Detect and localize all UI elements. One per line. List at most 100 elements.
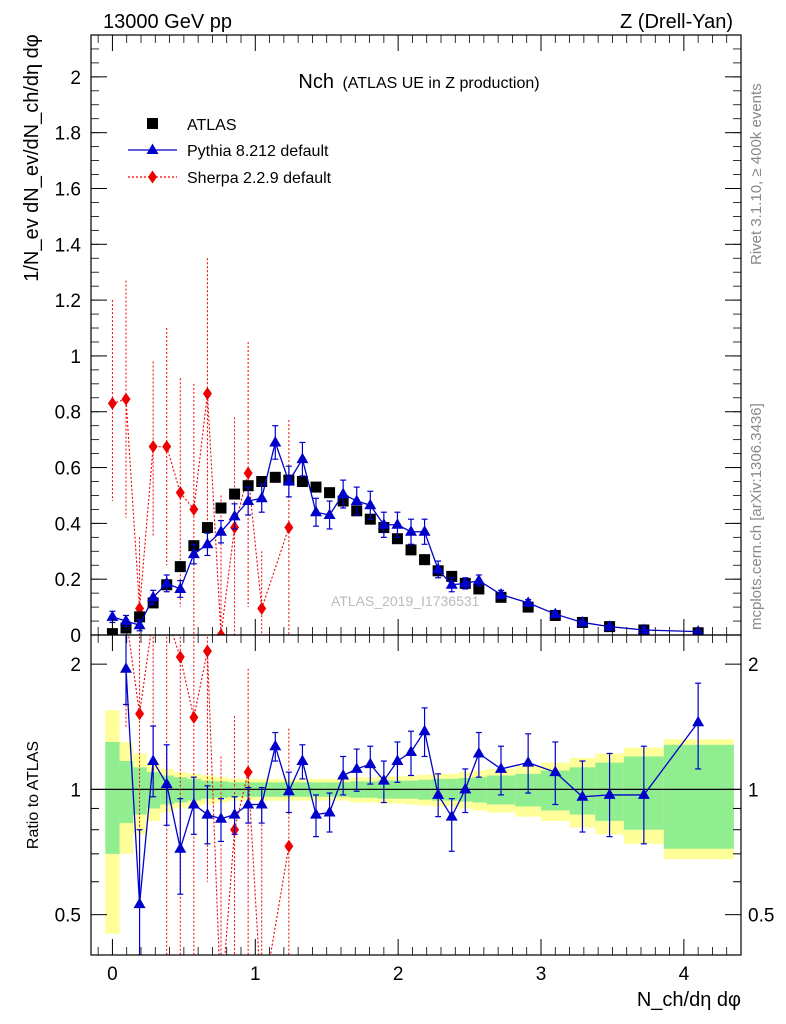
ratio-y-tick-label: 1 [70, 780, 81, 801]
sherpa-point [162, 440, 172, 454]
rivet-label: Rivet 3.1.10, ≥ 400k events [748, 83, 765, 265]
ratio-y-tick-label-right: 1 [748, 780, 759, 801]
pythia-point [160, 576, 173, 588]
main-axes: 0 0.2 0.4 0.6 0.8 1 1.2 1.4 1.6 1.8 2 [55, 35, 741, 647]
ratio-pythia-point [310, 808, 322, 819]
uncertainty-band-inner [119, 761, 134, 824]
ratio-pythia-point [459, 782, 472, 794]
pythia-point [147, 590, 160, 602]
ratio-sherpa-point [189, 710, 199, 724]
ratio-sherpa-point [202, 644, 212, 658]
ratio-pythia-point [255, 797, 268, 809]
y-tick-label: 0.4 [55, 514, 82, 535]
pythia-point [269, 435, 282, 447]
y-tick-label: 0.2 [55, 570, 81, 591]
pythia-point [255, 491, 268, 503]
atlas-point [174, 561, 186, 573]
pythia-point [576, 615, 589, 627]
ratio-pythia-point [133, 897, 146, 909]
uncertainty-band-inner [105, 741, 120, 854]
x-tick-label: 4 [679, 964, 690, 985]
plot-title-sub: (ATLAS UE in Z production) [342, 75, 539, 92]
pythia-point [549, 607, 562, 619]
pythia-point [174, 582, 187, 593]
ratio-pythia-point [296, 754, 309, 766]
pythia-point [228, 509, 241, 521]
ratio-pythia-point [174, 842, 187, 853]
atlas-point [324, 487, 336, 499]
plot-title-main: Nch [298, 71, 334, 93]
atlas-point [473, 583, 485, 595]
pythia-point [459, 576, 472, 588]
x-tick-label: 3 [536, 964, 547, 985]
pythia-point [522, 596, 535, 607]
pythia-point [215, 525, 227, 536]
ratio-sherpa-point [284, 839, 294, 853]
ratio-pythia-point [637, 788, 650, 799]
atlas-point [201, 522, 213, 534]
legend-atlas-marker [147, 118, 158, 129]
legend-pythia-label: Pythia 8.212 default [187, 143, 329, 160]
atlas-point [296, 476, 308, 488]
pythia-point [133, 618, 146, 630]
pythia-point [120, 614, 132, 626]
ratio-pythia-point [120, 662, 132, 673]
ratio-pythia-point [364, 757, 377, 769]
ratio-pythia-point [215, 812, 227, 823]
pythia-point [432, 562, 445, 574]
sherpa-line [112, 393, 290, 635]
sherpa-point [202, 387, 212, 401]
y-tick-label: 0.8 [55, 403, 81, 424]
pythia-point [201, 537, 214, 549]
uncertainty-band-inner [133, 767, 147, 815]
atlas-point [419, 554, 431, 566]
ratio-pythia-point [603, 788, 616, 799]
pythia-point [337, 487, 350, 499]
atlas-point [229, 488, 241, 500]
pythia-point [242, 494, 255, 506]
ratio-y-tick-label: 2 [70, 655, 81, 676]
sherpa-point [189, 502, 199, 516]
ratio-pythia-point [187, 797, 200, 809]
ratio-pythia-point [445, 810, 458, 821]
ratio-frame [90, 634, 742, 956]
ratio-pythia-point [472, 746, 485, 758]
pythia-point [282, 475, 295, 486]
atlas-point [405, 544, 417, 556]
ratio-axes: 0.5 0.5 1 1 2 2 0 1 2 3 4 [55, 635, 774, 985]
atlas-point [269, 471, 281, 483]
ratio-pythia-point [522, 756, 535, 767]
atlas-point [242, 480, 254, 492]
x-tick-label: 0 [107, 964, 118, 985]
y-tick-label: 1.8 [55, 124, 81, 145]
pythia-point [418, 525, 431, 536]
atlas-point [391, 533, 403, 545]
header-right: Z (Drell-Yan) [620, 11, 733, 33]
y-tick-label: 1 [70, 347, 81, 368]
ratio-pythia-point [269, 739, 282, 751]
ratio-sherpa-point [217, 1000, 226, 1013]
ratio-sherpa-point [149, 610, 158, 623]
legend-pythia-marker [146, 143, 159, 154]
sherpa-point [257, 601, 267, 615]
header-left: 13000 GeV pp [103, 11, 232, 33]
ratio-sherpa-point [135, 707, 145, 721]
y-axis-label: 1/N_ev dN_ev/dN_ch/dη dφ [21, 34, 43, 282]
uncertainty-band-inner [663, 744, 734, 849]
sherpa-point [175, 486, 185, 500]
ratio-pythia-point [549, 765, 562, 777]
ratio-pythia-point [432, 788, 445, 799]
pythia-point [472, 574, 485, 585]
pythia-point [364, 498, 377, 510]
ratio-pythia-point [495, 762, 507, 773]
ratio-pythia-point [323, 806, 336, 817]
atlas-point [120, 622, 132, 634]
ratio-pythia-point [242, 797, 255, 809]
pythia-point [106, 610, 119, 621]
ratio-pythia-point [282, 784, 295, 796]
ratio-y-tick-label-right: 2 [748, 655, 759, 676]
y-tick-label: 1.2 [55, 291, 81, 312]
sherpa-point [121, 392, 131, 406]
pythia-point [296, 452, 309, 464]
